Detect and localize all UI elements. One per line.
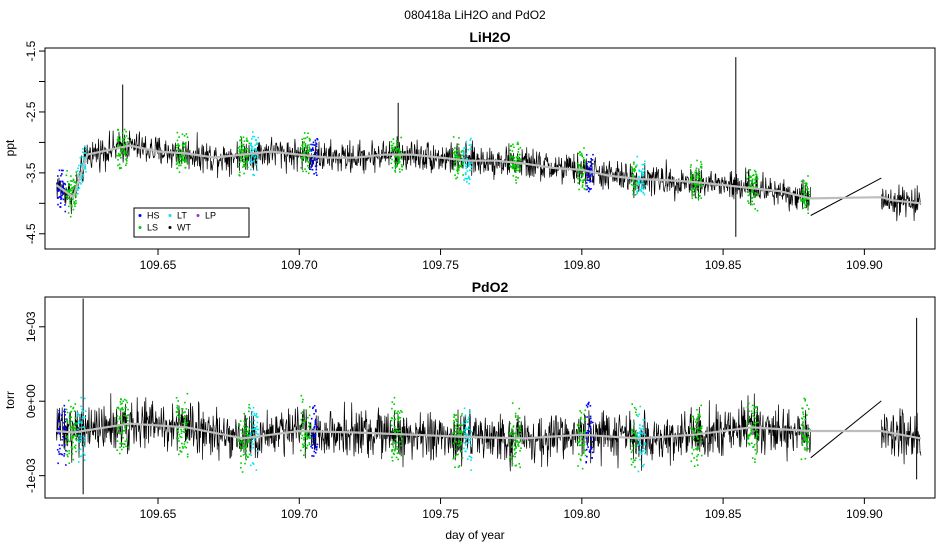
x-axis-label: day of year — [445, 528, 504, 542]
panel-lih2o: LiH2O ppt 109.65 109.70 109.75 109.80 109.85… — [3, 29, 936, 272]
calibration-lt-17 — [636, 155, 646, 196]
raw-trace-segment-1 — [55, 393, 812, 472]
legend-label-wt: WT — [177, 223, 191, 233]
panel-title-pdo2: PdO2 — [472, 279, 509, 295]
plot-frame-lih2o — [44, 47, 936, 250]
calibration-ls-4 — [116, 398, 130, 455]
raw-trace-segment-2 — [880, 408, 922, 465]
legend-marker-lp — [196, 214, 200, 217]
x-tick-label-3: 109.75 — [422, 507, 459, 521]
legend-marker-lt — [168, 214, 172, 217]
axes-lih2o: 109.65 109.70 109.75 109.80 109.85 109.90 -4.5… — [24, 40, 883, 272]
legend-label-ls: LS — [147, 223, 158, 233]
calibration-ls-8 — [300, 132, 311, 175]
x-tick-label-1: 109.65 — [140, 258, 177, 272]
legend: HS LS LT WT LP — [133, 207, 250, 238]
y-tick-label-1: -4.5 — [24, 223, 38, 244]
gap-connector-line — [810, 400, 882, 459]
raw-trace-segment-2 — [880, 184, 922, 222]
x-tick-label-6: 109.90 — [846, 258, 883, 272]
y-axis-label-lih2o: ppt — [3, 139, 17, 156]
y-axis-label-pdo2: torr — [3, 391, 17, 409]
calibration-hs-15 — [585, 401, 594, 464]
axes-pdo2: 109.65 109.70 109.75 109.80 109.85 109.90 -1e-… — [24, 311, 883, 521]
legend-marker-hs — [138, 214, 142, 217]
legend-box — [133, 207, 250, 238]
y-tick-label-3: 1e-03 — [24, 311, 38, 342]
x-tick-label-1: 109.65 — [140, 507, 177, 521]
plot-frame-pdo2 — [44, 296, 936, 499]
x-tick-label-2: 109.70 — [281, 507, 318, 521]
calibration-ls-19 — [746, 169, 759, 212]
y-tick-label-4: -1.5 — [24, 40, 38, 61]
calibration-ls-20 — [800, 397, 810, 461]
smoothed-series-line — [56, 422, 922, 440]
calibration-ls-11 — [452, 136, 464, 180]
x-tick-label-5: 109.85 — [705, 258, 742, 272]
x-tick-label-3: 109.75 — [422, 258, 459, 272]
legend-label-hs: HS — [147, 211, 160, 221]
x-tick-label-5: 109.85 — [705, 507, 742, 521]
panel-title-lih2o: LiH2O — [469, 29, 510, 45]
calibration-ls-18 — [689, 159, 703, 200]
calibration-lt-7 — [249, 406, 259, 471]
x-tick-label-4: 109.80 — [563, 507, 600, 521]
calibration-ls-20 — [800, 175, 810, 214]
y-tick-label-2: -3.5 — [24, 162, 38, 183]
plot-area-pdo2 — [55, 298, 922, 495]
y-tick-label-1: -1e-03 — [24, 458, 38, 493]
panel-pdo2: PdO2 torr 109.65 109.70 109.75 109.80 109.85… — [3, 279, 936, 542]
x-tick-label-4: 109.80 — [563, 258, 600, 272]
raw-trace-segment-1 — [55, 130, 812, 215]
legend-label-lt: LT — [177, 211, 187, 221]
figure-suptitle: 080418a LiH2O and PdO2 — [404, 8, 546, 22]
legend-label-lp: LP — [205, 211, 216, 221]
y-tick-label-3: -2.5 — [24, 101, 38, 122]
legend-marker-ls — [138, 226, 142, 229]
x-tick-label-6: 109.90 — [846, 507, 883, 521]
plot-area-lih2o — [55, 57, 922, 237]
smoothed-series-line — [55, 144, 922, 205]
y-tick-label-2: 0e+00 — [24, 384, 38, 418]
legend-marker-wt — [168, 226, 172, 229]
x-tick-label-2: 109.70 — [281, 258, 318, 272]
